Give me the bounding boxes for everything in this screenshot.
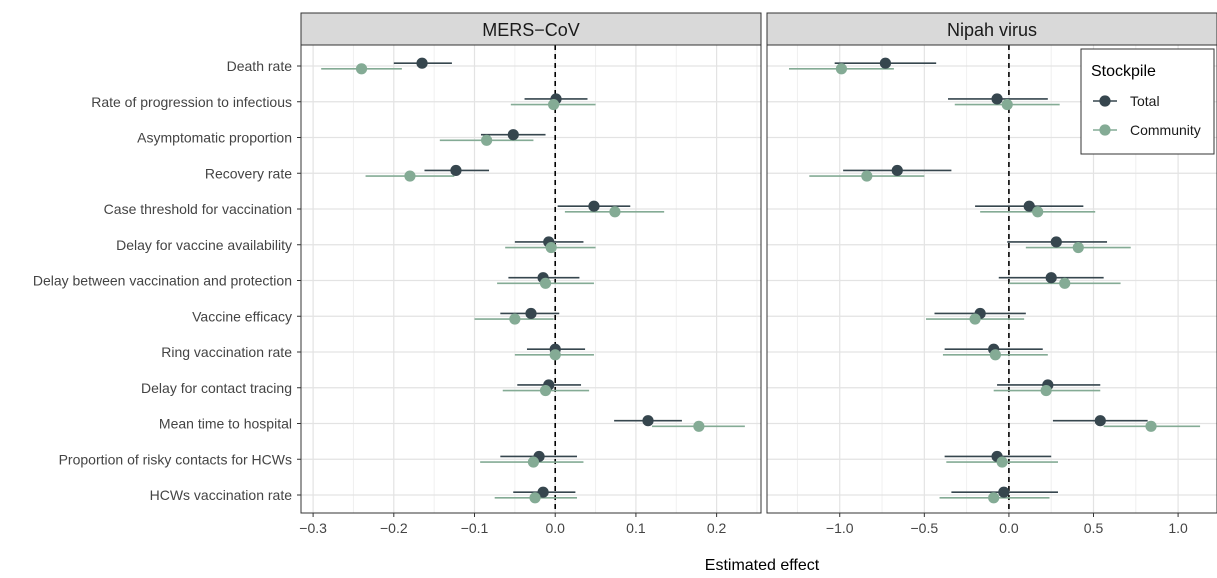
point-community-hcws-vaccination-rate — [529, 492, 541, 504]
point-community-ring-vaccination-rate — [549, 349, 561, 361]
point-total-death-rate — [416, 57, 428, 69]
point-community-death-rate — [835, 63, 848, 75]
point-community-proportion-of-risky-contacts-for-hcws — [527, 456, 540, 468]
x-tick-label: 0.0 — [545, 520, 565, 536]
point-community-recovery-rate — [861, 170, 873, 182]
legend-label-community: Community — [1130, 122, 1201, 138]
point-community-hcws-vaccination-rate — [988, 492, 1000, 504]
point-total-rate-of-progression-to-infectious — [991, 93, 1003, 105]
point-total-asymptomatic-proportion — [507, 129, 519, 141]
panel-strip — [300, 12, 762, 46]
y-tick-label-vaccine-efficacy: Vaccine efficacy — [192, 308, 292, 324]
panel-border — [300, 44, 762, 514]
x-tick-label: 0.2 — [707, 520, 727, 536]
point-total-delay-for-vaccine-availability — [1050, 236, 1062, 248]
x-axis-title: Estimated effect — [705, 557, 820, 574]
legend-title: Stockpile — [1091, 63, 1156, 80]
point-total-case-threshold-for-vaccination — [1023, 200, 1035, 212]
point-total-delay-between-vaccination-and-protection — [1045, 272, 1057, 284]
point-community-delay-for-contact-tracing — [1040, 384, 1052, 397]
point-community-mean-time-to-hospital — [693, 420, 705, 432]
point-community-delay-for-vaccine-availability — [545, 241, 557, 254]
panel-title: MERS−CoV — [482, 20, 580, 40]
x-tick-label: 0.1 — [626, 520, 646, 536]
point-community-rate-of-progression-to-infectious — [547, 98, 560, 111]
point-community-delay-between-vaccination-and-protection — [539, 277, 552, 289]
y-tick-label-asymptomatic-proportion: Asymptomatic proportion — [137, 130, 292, 146]
point-community-asymptomatic-proportion — [481, 134, 493, 146]
point-total-recovery-rate — [450, 164, 462, 177]
point-total-case-threshold-for-vaccination — [588, 200, 600, 212]
x-tick-label: −0.1 — [461, 520, 489, 536]
point-community-death-rate — [355, 63, 368, 75]
y-tick-label-recovery-rate: Recovery rate — [205, 165, 292, 181]
point-community-mean-time-to-hospital — [1145, 420, 1157, 432]
point-total-mean-time-to-hospital — [642, 415, 654, 427]
point-total-vaccine-efficacy — [525, 307, 537, 320]
x-tick-label: 0.0 — [999, 520, 1019, 536]
panel-background — [301, 45, 761, 513]
y-tick-label-mean-time-to-hospital: Mean time to hospital — [159, 416, 292, 432]
panel-mers-cov: MERS−CoV −0.3 −0.2 −0.1 0.0 0.1 0.2 — [299, 12, 762, 536]
y-tick-label-death-rate: Death rate — [227, 58, 293, 74]
point-community-delay-for-vaccine-availability — [1072, 241, 1084, 254]
point-community-proportion-of-risky-contacts-for-hcws — [996, 456, 1008, 468]
point-total-recovery-rate — [891, 164, 903, 177]
y-tick-label-ring-vaccination-rate: Ring vaccination rate — [161, 344, 292, 360]
point-community-delay-for-contact-tracing — [539, 384, 552, 397]
y-tick-label-delay-for-vaccine-availability: Delay for vaccine availability — [116, 237, 292, 253]
x-tick-label: −0.2 — [380, 520, 408, 536]
row-labels: Death rate Rate of progression to infecti… — [33, 58, 301, 503]
point-total-death-rate — [879, 57, 892, 69]
x-tick-label: −0.3 — [299, 520, 327, 536]
x-tick-label: 0.5 — [1084, 520, 1104, 536]
y-tick-label-delay-for-contact-tracing: Delay for contact tracing — [141, 380, 292, 396]
point-community-rate-of-progression-to-infectious — [1001, 98, 1013, 111]
legend: Stockpile Total Community — [1080, 48, 1215, 155]
point-community-case-threshold-for-vaccination — [1032, 206, 1044, 218]
x-tick-label: 1.0 — [1168, 520, 1188, 536]
panel-title: Nipah virus — [947, 20, 1037, 40]
point-community-vaccine-efficacy — [969, 313, 981, 325]
x-tick-label: −0.5 — [911, 520, 939, 536]
point-total-hcws-vaccination-rate — [998, 486, 1010, 498]
y-tick-label-case-threshold-for-vaccination: Case threshold for vaccination — [104, 201, 292, 217]
legend-point-community — [1099, 124, 1111, 136]
point-community-vaccine-efficacy — [509, 313, 521, 325]
y-tick-label-delay-between-vaccination-and-protection: Delay between vaccination and protection — [33, 273, 292, 289]
y-tick-label-hcws-vaccination-rate: HCWs vaccination rate — [150, 487, 293, 503]
point-community-ring-vaccination-rate — [989, 349, 1001, 361]
point-total-hcws-vaccination-rate — [537, 486, 549, 498]
point-total-mean-time-to-hospital — [1094, 415, 1106, 427]
legend-label-total: Total — [1130, 93, 1160, 109]
x-tick-label: −1.0 — [826, 520, 854, 536]
panel-border — [766, 44, 1217, 514]
point-community-delay-between-vaccination-and-protection — [1059, 277, 1071, 289]
legend-point-total — [1099, 95, 1111, 107]
y-tick-label-rate-of-progression-to-infectious: Rate of progression to infectious — [91, 94, 292, 110]
y-tick-label-proportion-of-risky-contacts-for-hcws: Proportion of risky contacts for HCWs — [59, 451, 292, 467]
point-community-recovery-rate — [404, 170, 416, 182]
point-community-case-threshold-for-vaccination — [609, 206, 621, 218]
